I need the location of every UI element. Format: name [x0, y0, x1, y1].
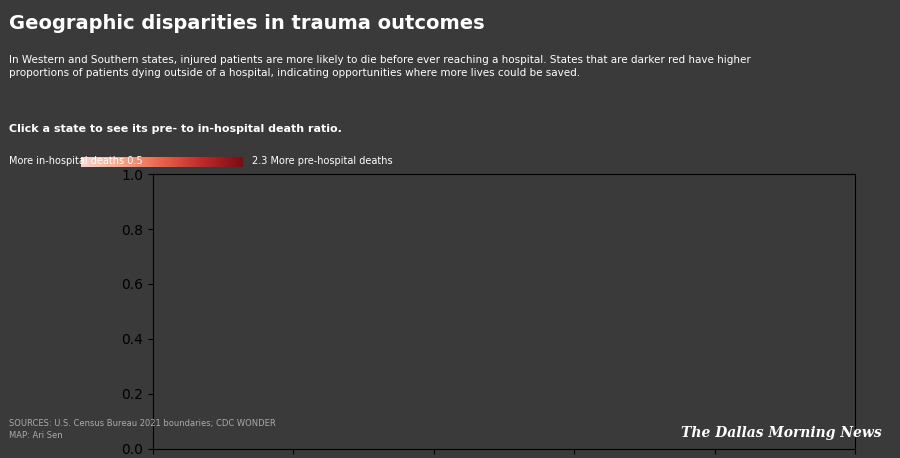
Text: 2.3 More pre-hospital deaths: 2.3 More pre-hospital deaths [252, 156, 392, 166]
Text: SOURCES: U.S. Census Bureau 2021 boundaries; CDC WONDER
MAP: Ari Sen: SOURCES: U.S. Census Bureau 2021 boundar… [9, 419, 275, 440]
Text: Click a state to see its pre- to in-hospital death ratio.: Click a state to see its pre- to in-hosp… [9, 124, 342, 134]
Text: The Dallas Morning News: The Dallas Morning News [681, 425, 882, 440]
Text: Geographic disparities in trauma outcomes: Geographic disparities in trauma outcome… [9, 14, 484, 33]
Text: In Western and Southern states, injured patients are more likely to die before e: In Western and Southern states, injured … [9, 55, 751, 78]
Text: More in-hospital deaths 0.5: More in-hospital deaths 0.5 [9, 156, 142, 166]
